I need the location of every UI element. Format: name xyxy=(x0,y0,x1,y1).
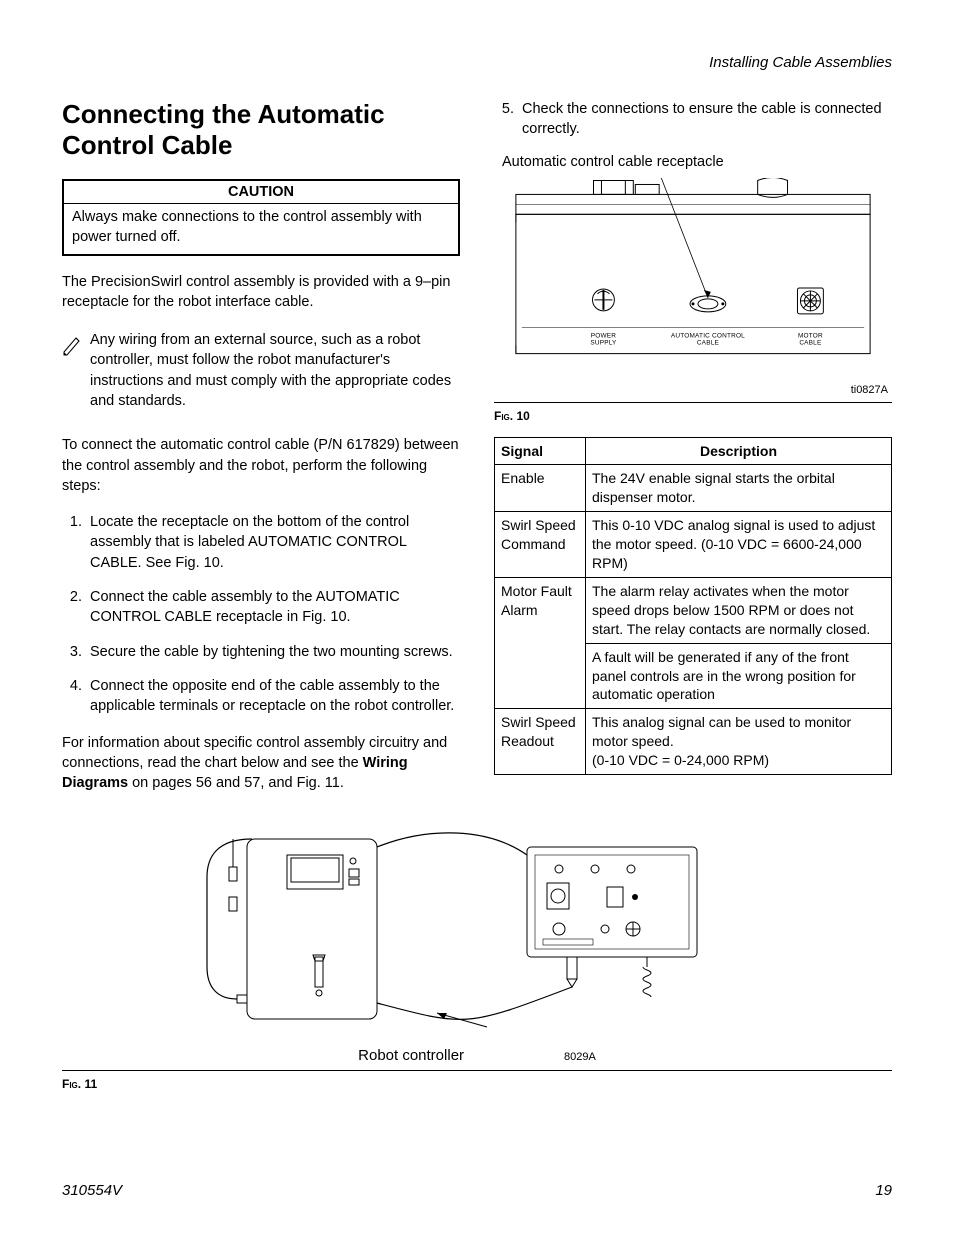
figure-rule xyxy=(494,402,892,403)
td-signal: Motor Fault Alarm xyxy=(495,577,586,708)
td-signal: Enable xyxy=(495,465,586,512)
th-description: Description xyxy=(586,437,892,465)
svg-text:POWERSUPPLY: POWERSUPPLY xyxy=(590,332,617,346)
fig10-code: ti0827A xyxy=(494,384,892,396)
fig11-label: Fig. 11 xyxy=(62,1077,892,1091)
th-signal: Signal xyxy=(495,437,586,465)
td-desc: The 24V enable signal starts the orbital… xyxy=(586,465,892,512)
fig11-code: 8029A xyxy=(564,1051,596,1063)
td-signal: Swirl Speed Command xyxy=(495,512,586,578)
figure-11: Robot controller 8029A Fig. 11 xyxy=(62,827,892,1091)
caution-box: CAUTION Always make connections to the c… xyxy=(62,179,460,255)
footer-page-number: 19 xyxy=(875,1182,892,1199)
step-item: Check the connections to ensure the cabl… xyxy=(518,99,892,140)
left-column: Connecting the Automatic Control Cable C… xyxy=(62,99,460,809)
caution-title: CAUTION xyxy=(64,181,458,204)
steps-list: Locate the receptacle on the bottom of t… xyxy=(62,512,460,716)
note-text: Any wiring from an external source, such… xyxy=(90,330,460,411)
figure-rule xyxy=(62,1070,892,1071)
caution-body: Always make connections to the control a… xyxy=(64,204,458,253)
step-item: Connect the opposite end of the cable as… xyxy=(86,676,460,717)
running-header: Installing Cable Assemblies xyxy=(62,54,892,71)
after-steps-paragraph: For information about specific control a… xyxy=(62,733,460,794)
td-signal: Swirl Speed Readout xyxy=(495,709,586,775)
signal-table: Signal Description Enable The 24V enable… xyxy=(494,437,892,775)
step-item: Secure the cable by tightening the two m… xyxy=(86,642,460,662)
pencil-icon xyxy=(62,334,82,361)
intro-paragraph: The PrecisionSwirl control assembly is p… xyxy=(62,272,460,313)
step-item: Connect the cable assembly to the AUTOMA… xyxy=(86,587,460,628)
right-column: Check the connections to ensure the cabl… xyxy=(494,99,892,809)
page-footer: 310554V 19 xyxy=(62,1182,892,1199)
figure-10: POWERSUPPLY AUTOMATIC CONTROLCABLE MOTOR… xyxy=(494,178,892,378)
td-desc: The alarm relay activates when the motor… xyxy=(586,577,892,643)
note-row: Any wiring from an external source, such… xyxy=(62,330,460,411)
svg-text:AUTOMATIC CONTROLCABLE: AUTOMATIC CONTROLCABLE xyxy=(671,332,745,346)
fig10-caption: Automatic control cable receptacle xyxy=(502,154,892,170)
section-title: Connecting the Automatic Control Cable xyxy=(62,99,460,161)
steps-list-continued: Check the connections to ensure the cabl… xyxy=(494,99,892,140)
svg-text:MOTORCABLE: MOTORCABLE xyxy=(798,332,823,346)
fig11-robot-controller-label: Robot controller xyxy=(358,1047,464,1064)
step-item: Locate the receptacle on the bottom of t… xyxy=(86,512,460,573)
steps-intro: To connect the automatic control cable (… xyxy=(62,435,460,496)
td-desc: A fault will be generated if any of the … xyxy=(586,643,892,709)
fig10-label: Fig. 10 xyxy=(494,409,892,423)
two-column-layout: Connecting the Automatic Control Cable C… xyxy=(62,99,892,809)
footer-doc-number: 310554V xyxy=(62,1182,122,1199)
td-desc: This analog signal can be used to monito… xyxy=(586,709,892,775)
td-desc: This 0-10 VDC analog signal is used to a… xyxy=(586,512,892,578)
